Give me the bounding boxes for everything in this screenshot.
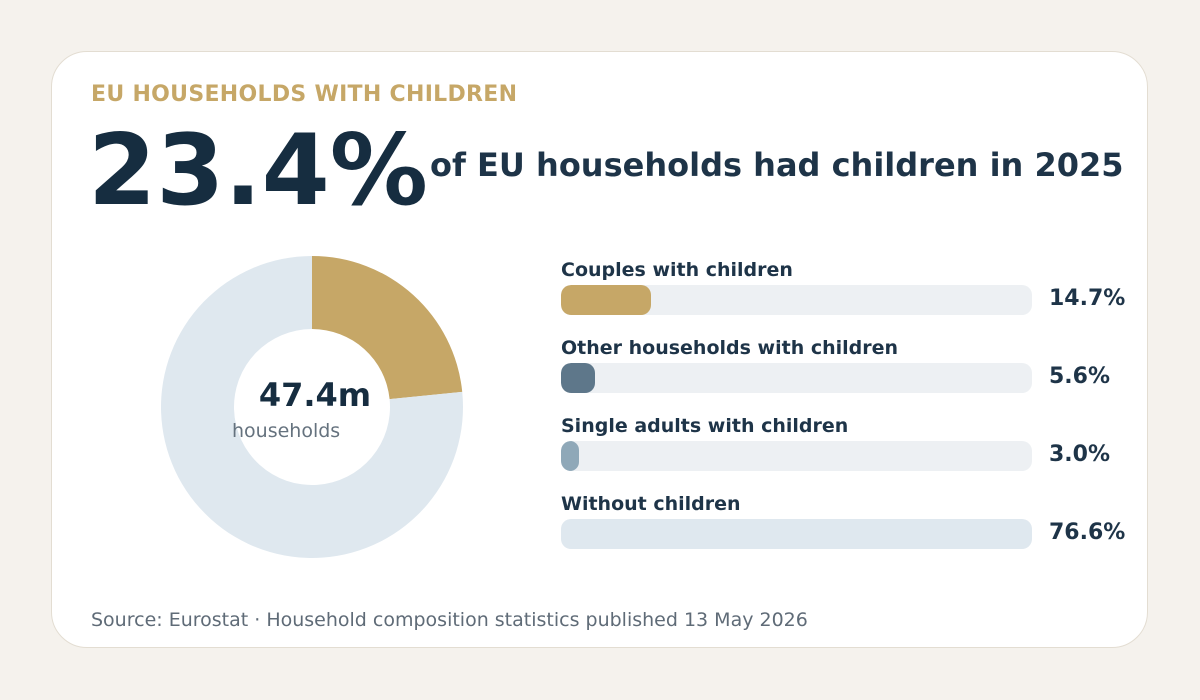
bar-track: [561, 363, 1032, 393]
bar-fill: [561, 519, 1032, 549]
bar-fill: [561, 441, 580, 471]
bar-track: [561, 519, 1032, 549]
bar-track: [561, 285, 1032, 315]
kicker-title: EU HOUSEHOLDS WITH CHILDREN: [91, 82, 518, 107]
donut-slice-with-children: [312, 256, 463, 400]
infographic-card: EU HOUSEHOLDS WITH CHILDREN 23.4% of EU …: [51, 51, 1148, 648]
bar-value: 3.0%: [1049, 442, 1111, 467]
bar-label: Single adults with children: [561, 415, 849, 437]
bar-value: 14.7%: [1049, 286, 1126, 311]
donut-total: 47.4m: [258, 376, 372, 414]
headline-value: 23.4%: [88, 114, 428, 228]
bar-value: 5.6%: [1049, 364, 1111, 389]
donut-unit: households: [232, 420, 341, 442]
headline-text: of EU households had children in 2025: [430, 146, 1124, 184]
bar-row-single-adults-with-children: Single adults with children 3.0%: [561, 415, 1141, 493]
bar-track: [561, 441, 1032, 471]
bar-label: Couples with children: [561, 259, 793, 281]
bar-fill: [561, 285, 652, 315]
bar-row-couples-with-children: Couples with children 14.7%: [561, 259, 1141, 337]
donut-slice-without-children: [161, 256, 463, 558]
source-note: Source: Eurostat · Household composition…: [91, 609, 808, 631]
bar-value: 76.6%: [1049, 520, 1126, 545]
bar-fill: [561, 363, 596, 393]
bar-label: Other households with children: [561, 337, 899, 359]
donut-chart: 47.4m households: [160, 255, 464, 559]
bar-row-without-children: Without children 76.6%: [561, 493, 1141, 571]
donut-svg: [161, 256, 463, 558]
bar-label: Without children: [561, 493, 741, 515]
bar-row-other-households-with-children: Other households with children 5.6%: [561, 337, 1141, 415]
breakdown-bar-chart: Couples with children 14.7% Other househol…: [561, 259, 1141, 571]
